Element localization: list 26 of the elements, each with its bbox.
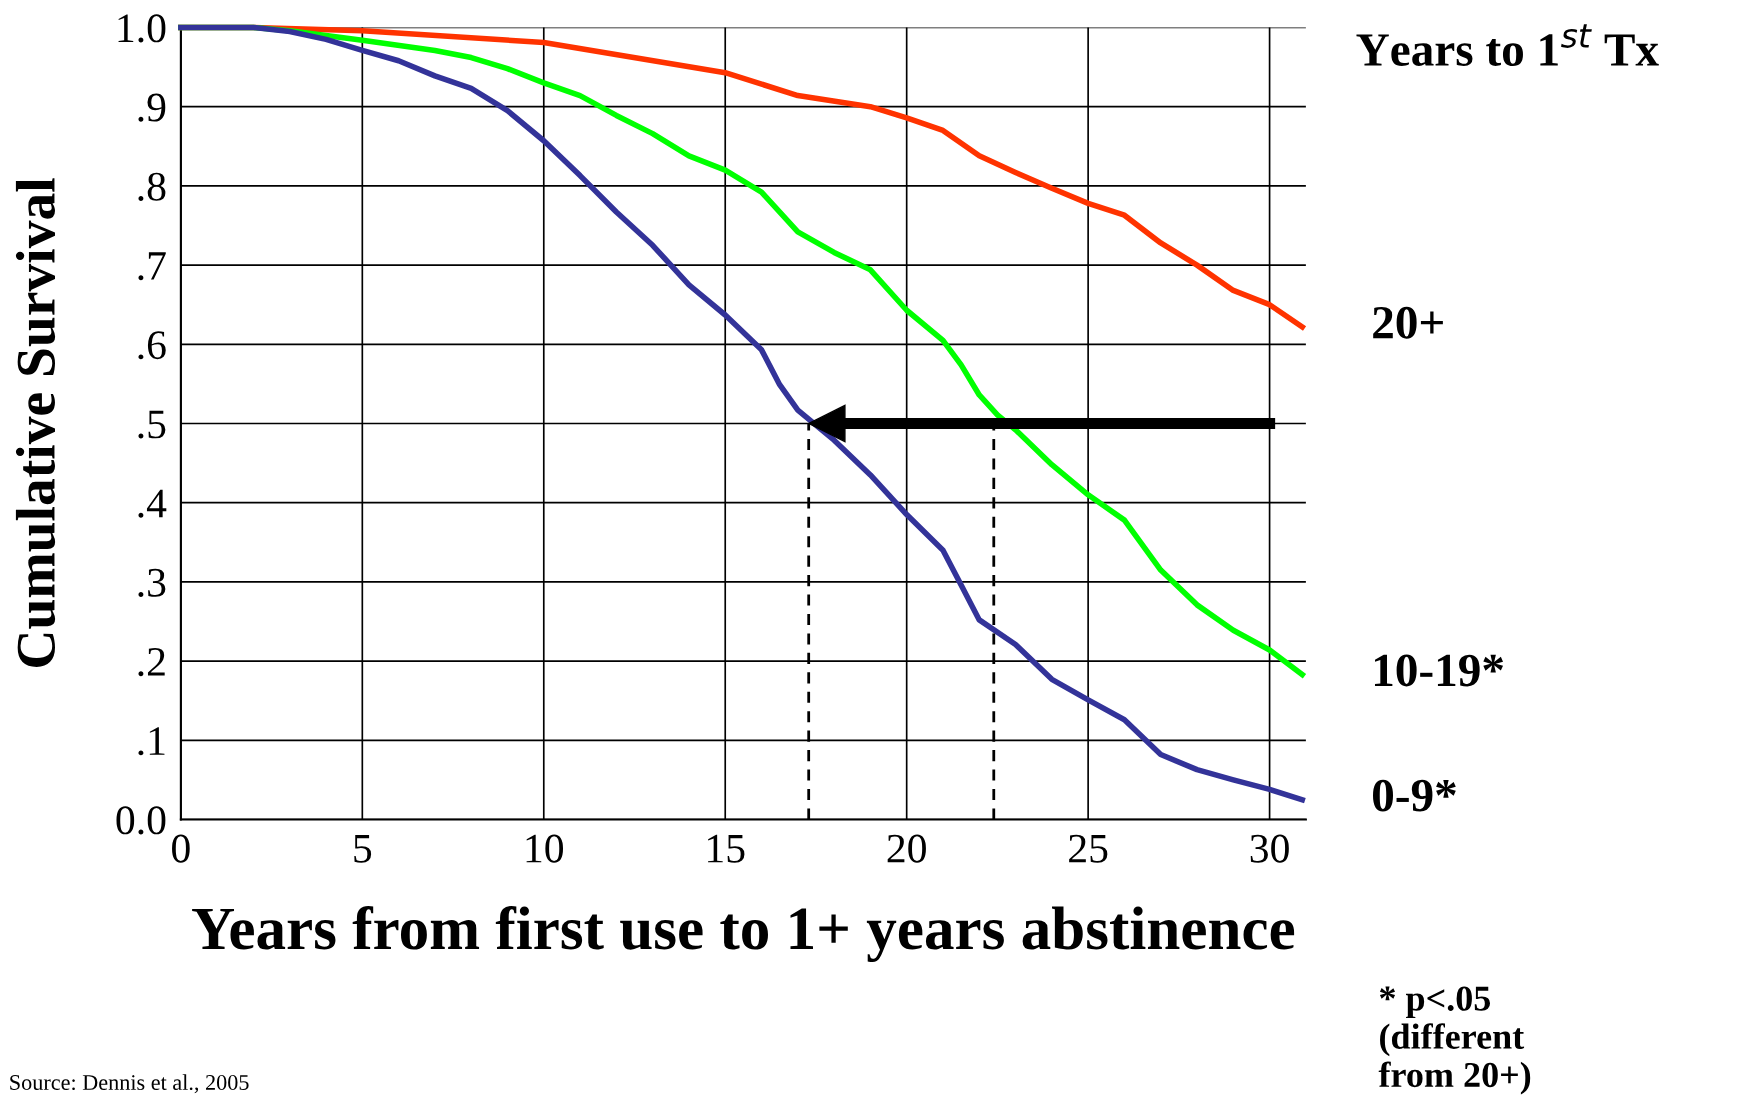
y-tick-label: .9 [138,93,166,122]
x-tick-label: 20 [887,834,926,863]
y-tick-label: .6 [138,331,166,360]
series-label: 20+ [1373,306,1443,339]
y-tick-label: .7 [138,252,166,281]
source-note: Source: Dennis et al., 2005 [10,1074,249,1094]
text: * p<.05 (different from 20+) [1378,986,1531,1095]
y-tick-label: 1.0 [118,14,166,43]
y-tick-label: .3 [138,568,166,597]
x-tick-label: 15 [708,834,745,863]
y-tick-label: .5 [138,410,166,439]
y-tick-label: .2 [138,647,165,677]
y-tick-label: .8 [138,172,166,201]
x-axis-title: Years from first use to 1+ years abstinence [192,905,1295,963]
legend-title: Years to 1$^{st}$ Tx [1356,24,1659,66]
series-label: 10-19* [1374,654,1504,687]
x-tick-label: 0 [172,834,190,863]
y-axis-title: Cumulative Survival [15,178,56,667]
x-tick-label: 25 [1069,834,1108,863]
x-tick-label: 10 [526,834,564,863]
y-tick-label: .4 [138,489,167,518]
series-label: 0-9* [1373,779,1456,812]
y-tick-label: 0.0 [116,806,166,835]
x-tick-label: 30 [1250,834,1289,863]
y-tick-label: .1 [138,727,165,756]
x-tick-label: 5 [354,835,372,863]
